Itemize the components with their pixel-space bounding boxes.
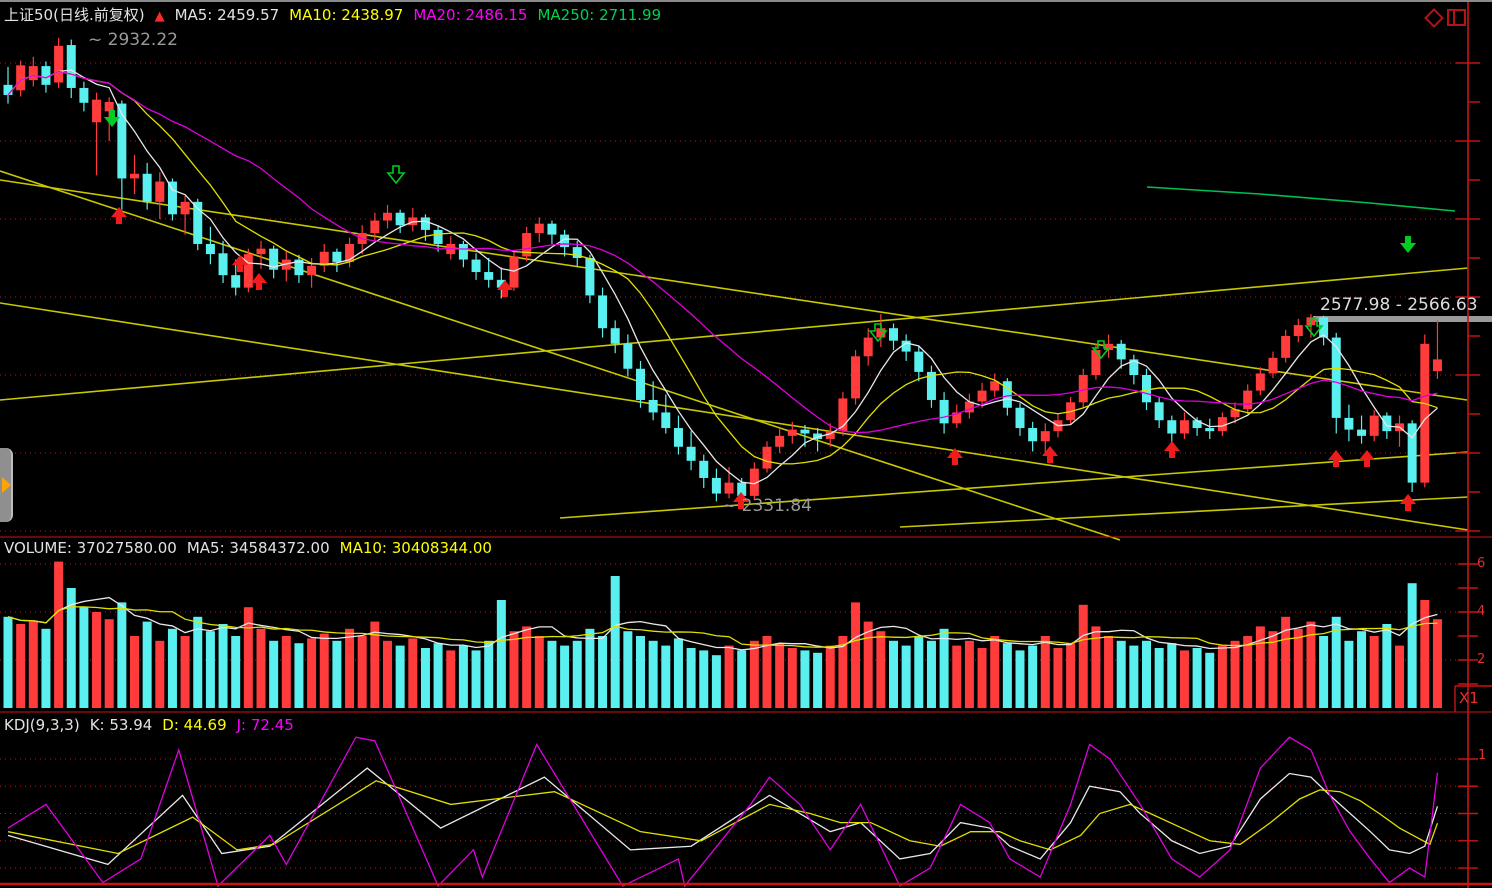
buy-signal-arrow xyxy=(111,207,127,224)
kdj-axis-label: 1 xyxy=(1478,748,1487,763)
sell-hollow-signal-arrow xyxy=(386,165,406,185)
ma10-value: MA10: 2438.97 xyxy=(289,6,404,24)
volume-ma10-value: MA10: 30408344.00 xyxy=(339,539,492,557)
kdj-d-value: D: 44.69 xyxy=(162,716,227,734)
volume-ma5-value: MA5: 34584372.00 xyxy=(186,539,330,557)
sell-hollow-signal-arrow xyxy=(1304,318,1324,338)
sell-hollow-signal-arrow xyxy=(1091,340,1111,360)
symbol-title: 上证50(日线.前复权) xyxy=(4,6,145,24)
low-price-annotation: ~ 2331.84 xyxy=(722,496,812,516)
buy-signal-arrow xyxy=(1328,450,1344,467)
range-annotation: 2577.98 - 2566.63 xyxy=(1320,295,1478,315)
buy-signal-arrow xyxy=(251,273,267,290)
volume-axis-label-60: 6 xyxy=(1477,556,1486,571)
volume-value: VOLUME: 37027580.00 xyxy=(4,539,177,557)
volume-title-bar: VOLUME: 37027580.00 MA5: 34584372.00 MA10:… xyxy=(4,539,502,557)
buy-signal-arrow xyxy=(232,255,248,272)
expand-arrow-icon xyxy=(2,477,11,493)
buy-signal-arrow xyxy=(733,492,749,509)
x1-scale-label[interactable]: X1 xyxy=(1459,689,1479,707)
split-window-icon[interactable] xyxy=(1447,9,1466,26)
ma20-value: MA20: 2486.15 xyxy=(413,6,528,24)
buy-signal-arrow xyxy=(1359,450,1375,467)
buy-signal-arrow xyxy=(947,448,963,465)
kdj-k-value: K: 53.94 xyxy=(89,716,153,734)
kdj-title-bar: KDJ(9,3,3) K: 53.94 D: 44.69 J: 72.45 xyxy=(4,716,304,734)
sell-hollow-signal-arrow xyxy=(868,323,888,343)
window-top-edge xyxy=(0,0,1492,2)
buy-signal-arrow xyxy=(1164,441,1180,458)
ma250-value: MA250: 2711.99 xyxy=(537,6,662,24)
split-window-icon-divider xyxy=(1453,11,1455,24)
sidebar-expand-handle[interactable] xyxy=(0,448,13,522)
volume-axis-label-20: 2 xyxy=(1477,652,1486,667)
main-title-bar: 上证50(日线.前复权) ▲ MA5: 2459.57 MA10: 2438.97 MA… xyxy=(4,4,671,25)
volume-axis-label-40: 4 xyxy=(1477,604,1486,619)
kdj-indicator-label: KDJ(9,3,3) xyxy=(4,716,80,734)
buy-signal-arrow xyxy=(1400,494,1416,511)
buy-signal-arrow xyxy=(497,280,513,297)
buy-signal-arrow xyxy=(1042,446,1058,463)
ma5-value: MA5: 2459.57 xyxy=(174,6,280,24)
sell-signal-arrow xyxy=(1400,236,1416,253)
sell-signal-arrow xyxy=(104,110,120,127)
kdj-j-value: J: 72.45 xyxy=(236,716,294,734)
high-price-annotation: ~ 2932.22 xyxy=(88,30,178,50)
up-arrow-icon: ▲ xyxy=(154,9,165,24)
